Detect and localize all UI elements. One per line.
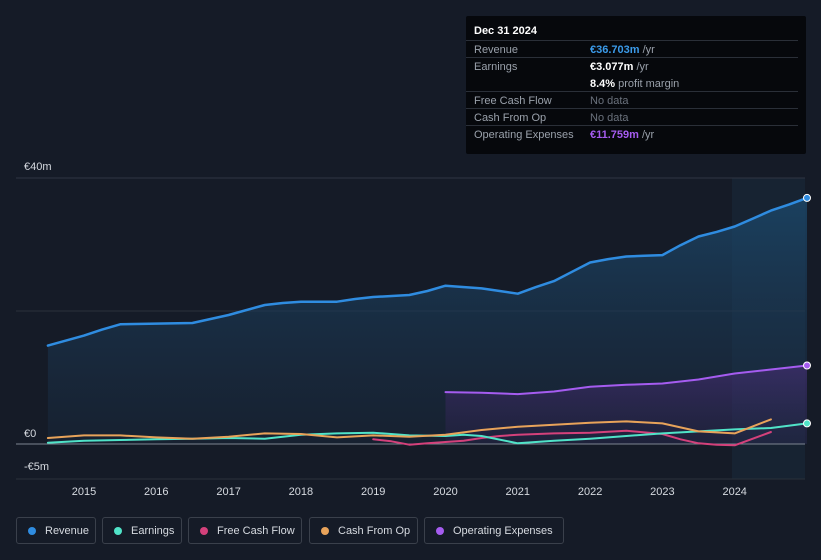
y-label-bottom: -€5m <box>24 461 49 473</box>
tooltip-unit: profit margin <box>615 78 680 90</box>
x-tick-label: 2016 <box>144 486 168 498</box>
tooltip-row-margin: 8.4% profit margin <box>466 74 798 92</box>
operating-expenses-line <box>444 364 808 396</box>
tooltip-label: Revenue <box>474 44 519 56</box>
opex-dot-icon <box>436 527 444 535</box>
x-tick-label: 2018 <box>289 486 313 498</box>
y-label-top: €40m <box>24 161 52 173</box>
legend-item-cash-from-op[interactable]: Cash From Op <box>309 517 418 544</box>
tooltip-value: No data <box>590 112 629 124</box>
tooltip-row-cfo: Cash From Op No data <box>466 108 798 126</box>
tooltip-value: €11.759m <box>590 129 639 141</box>
revenue-area <box>47 197 807 444</box>
x-tick-label: 2015 <box>72 486 96 498</box>
tooltip-label: Free Cash Flow <box>474 95 552 107</box>
tooltip-row-opex: Operating Expenses €11.759m /yr <box>466 125 798 143</box>
fcf-dot-icon <box>200 527 208 535</box>
tooltip-label: Earnings <box>474 61 518 73</box>
legend-item-operating-expenses[interactable]: Operating Expenses <box>424 517 564 544</box>
y-label-zero: €0 <box>24 428 36 440</box>
revenue-dot-icon <box>28 527 36 535</box>
tooltip-date: Dec 31 2024 <box>474 25 537 37</box>
tooltip-value: €3.077m <box>590 61 634 73</box>
legend-label: Revenue <box>45 525 90 537</box>
earnings-endpoint <box>803 419 811 428</box>
x-tick-label: 2020 <box>433 486 457 498</box>
x-tick-label: 2017 <box>216 486 240 498</box>
tooltip-value: No data <box>590 95 629 107</box>
legend-label: Operating Expenses <box>453 525 553 537</box>
legend-label: Cash From Op <box>338 525 411 537</box>
legend-item-earnings[interactable]: Earnings <box>102 517 182 544</box>
operating-expenses-area <box>445 365 807 444</box>
tooltip-row-revenue: Revenue €36.703m /yr <box>466 40 798 58</box>
tooltip-value: 8.4% <box>590 78 616 90</box>
tooltip-label: Cash From Op <box>474 112 547 124</box>
tooltip-row-earnings: Earnings €3.077m /yr <box>466 57 798 75</box>
legend-label: Earnings <box>131 525 175 537</box>
free-cash-flow-line <box>372 429 772 447</box>
legend-label: Free Cash Flow <box>217 525 295 537</box>
x-tick-label: 2022 <box>578 486 602 498</box>
cfo-dot-icon <box>321 527 329 535</box>
x-tick-label: 2023 <box>650 486 674 498</box>
revenue-line <box>46 196 809 347</box>
legend-item-revenue[interactable]: Revenue <box>16 517 96 544</box>
tooltip-label: Operating Expenses <box>474 129 574 141</box>
tooltip-panel: Dec 31 2024 Revenue €36.703m /yr Earning… <box>466 16 806 154</box>
tooltip-row-fcf: Free Cash Flow No data <box>466 91 798 109</box>
tooltip-unit: /yr <box>639 44 655 56</box>
earnings-dot-icon <box>114 527 122 535</box>
x-tick-label: 2021 <box>506 486 530 498</box>
revenue-endpoint <box>803 193 811 202</box>
x-tick-label: 2019 <box>361 486 385 498</box>
x-tick-label: 2024 <box>722 486 746 498</box>
tooltip-value: €36.703m <box>590 44 640 56</box>
cash-from-op-line <box>46 418 772 440</box>
legend-item-free-cash-flow[interactable]: Free Cash Flow <box>188 517 302 544</box>
tooltip-unit: /yr <box>633 61 649 73</box>
tooltip-unit: /yr <box>638 129 655 141</box>
operating-expenses-endpoint <box>803 361 811 370</box>
